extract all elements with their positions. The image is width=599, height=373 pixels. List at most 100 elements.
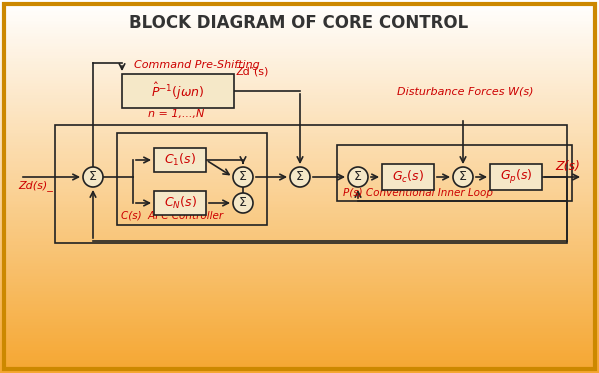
Bar [154, 148, 206, 172]
Bar [0, 345, 599, 348]
Bar [0, 115, 599, 118]
Bar [0, 121, 599, 124]
Bar [0, 112, 599, 115]
Text: $\Sigma$: $\Sigma$ [295, 170, 304, 184]
Text: BLOCK DIAGRAM OF CORE CONTROL: BLOCK DIAGRAM OF CORE CONTROL [129, 14, 468, 32]
Bar [0, 118, 599, 121]
Bar [0, 177, 599, 180]
Bar [0, 109, 599, 112]
Bar [0, 205, 599, 208]
Bar [0, 0, 599, 3]
Text: $\Sigma$: $\Sigma$ [238, 170, 247, 184]
Bar [0, 217, 599, 221]
Bar [0, 131, 599, 134]
Bar [0, 242, 599, 245]
Bar [0, 196, 599, 199]
Bar [0, 252, 599, 255]
Bar [0, 134, 599, 137]
Text: Zd(s)_: Zd(s)_ [18, 180, 53, 191]
Bar [0, 3, 599, 6]
Bar [0, 270, 599, 273]
Bar [0, 308, 599, 311]
Bar [0, 186, 599, 189]
Bar [0, 329, 599, 333]
Bar [0, 100, 599, 103]
Bar [0, 68, 599, 72]
Bar [0, 239, 599, 242]
Text: $\Sigma$: $\Sigma$ [353, 170, 362, 184]
Circle shape [233, 193, 253, 213]
Bar [0, 255, 599, 258]
Bar [0, 165, 599, 168]
Bar [0, 140, 599, 143]
Bar [0, 22, 599, 25]
Circle shape [348, 167, 368, 187]
Bar [0, 143, 599, 146]
Bar [0, 311, 599, 314]
Bar [0, 245, 599, 249]
Bar [0, 28, 599, 31]
Bar [0, 336, 599, 339]
Bar [0, 75, 599, 78]
Text: Z(s): Z(s) [555, 160, 580, 173]
Bar [0, 12, 599, 16]
Text: P(s) Conventional Inner Loop: P(s) Conventional Inner Loop [343, 188, 493, 198]
Bar [0, 227, 599, 230]
Bar [0, 171, 599, 174]
Bar [490, 164, 542, 190]
Bar [0, 233, 599, 236]
Text: $\hat{P}^{-1}(j\omega n)$: $\hat{P}^{-1}(j\omega n)$ [152, 81, 205, 101]
Bar [0, 47, 599, 50]
Bar [0, 19, 599, 22]
Bar [0, 342, 599, 345]
Bar [0, 326, 599, 329]
Bar [0, 90, 599, 93]
Bar [0, 277, 599, 280]
Bar [0, 189, 599, 193]
Bar [0, 50, 599, 53]
Bar [0, 62, 599, 65]
Bar [0, 31, 599, 34]
Text: C(s)  AFC Controller: C(s) AFC Controller [121, 211, 223, 221]
Bar [0, 305, 599, 308]
Bar [0, 106, 599, 109]
Bar [0, 16, 599, 19]
Bar [0, 317, 599, 320]
Bar [0, 267, 599, 270]
Text: $C_1(s)$: $C_1(s)$ [164, 152, 196, 168]
Bar [0, 280, 599, 283]
Bar [0, 128, 599, 131]
Text: Disturbance Forces W(s): Disturbance Forces W(s) [397, 87, 533, 97]
Bar [0, 314, 599, 317]
Bar [0, 152, 599, 156]
Text: $\Sigma$: $\Sigma$ [238, 197, 247, 210]
Bar [0, 211, 599, 214]
Bar [0, 258, 599, 261]
Bar [0, 72, 599, 75]
Bar [0, 56, 599, 59]
Bar [0, 174, 599, 177]
Bar [0, 93, 599, 96]
Bar [0, 249, 599, 252]
Bar [0, 40, 599, 44]
Bar [0, 184, 599, 186]
Bar [0, 230, 599, 233]
Bar [0, 103, 599, 106]
Text: $G_p(s)$: $G_p(s)$ [500, 168, 533, 186]
Bar [0, 168, 599, 171]
Bar [0, 162, 599, 165]
Bar [0, 53, 599, 56]
Bar [0, 6, 599, 9]
Bar [0, 96, 599, 100]
Bar [154, 191, 206, 215]
Bar [0, 298, 599, 301]
Text: $\Sigma$: $\Sigma$ [89, 170, 98, 184]
Circle shape [233, 167, 253, 187]
Bar [0, 44, 599, 47]
Text: Zd″(s): Zd″(s) [236, 66, 270, 76]
Bar [0, 193, 599, 196]
Bar [0, 295, 599, 298]
Bar [0, 261, 599, 264]
Bar [117, 133, 267, 225]
Bar [0, 236, 599, 239]
